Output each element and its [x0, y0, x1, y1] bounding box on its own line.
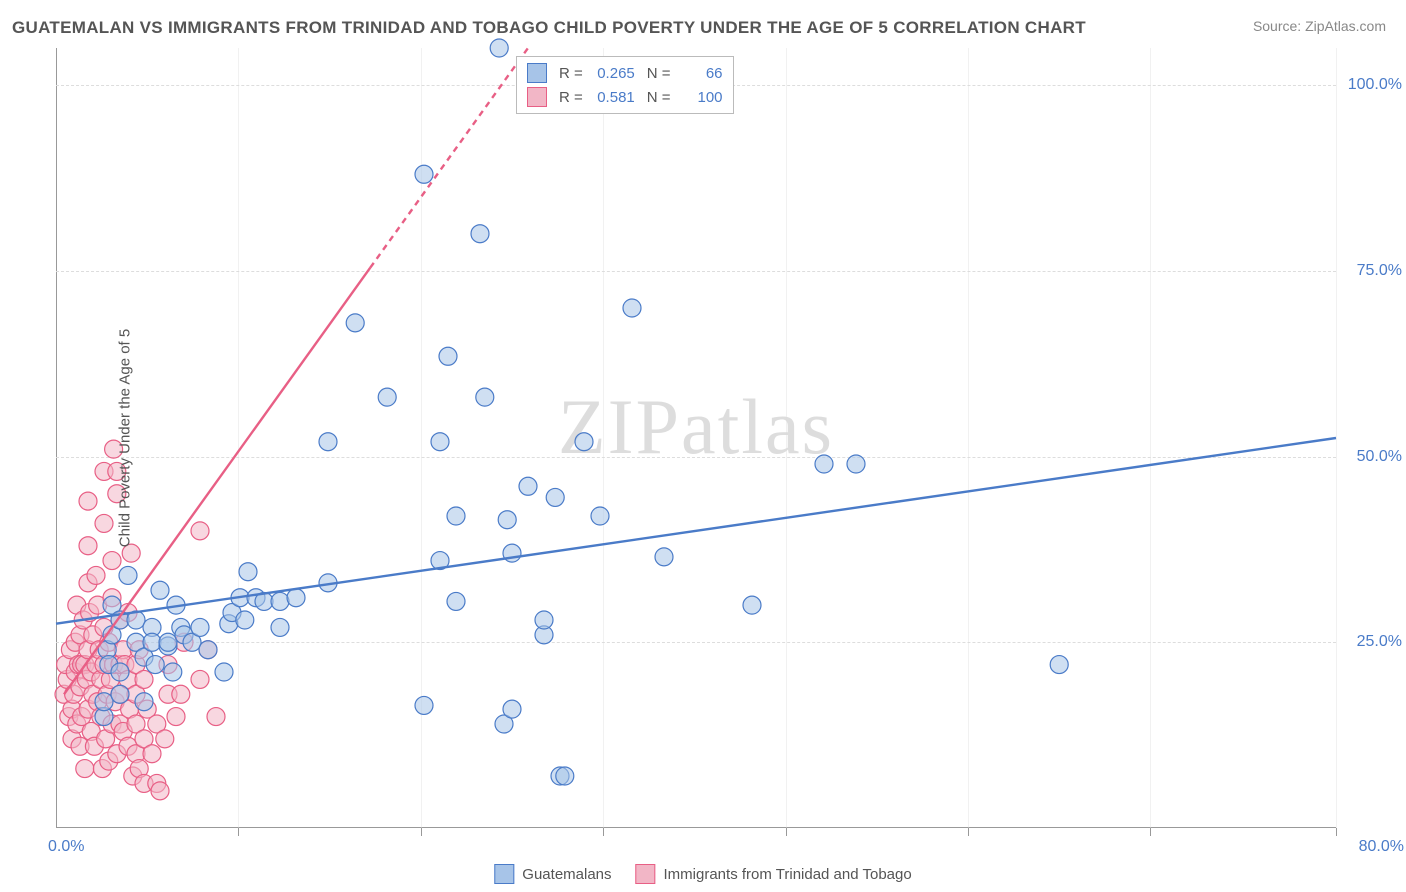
y-tick-label: 25.0% [1357, 633, 1402, 651]
swatch-series-1 [527, 63, 547, 83]
scatter-point [743, 596, 761, 614]
scatter-point [546, 488, 564, 506]
scatter-point [172, 685, 190, 703]
y-tick-label: 75.0% [1357, 262, 1402, 280]
scatter-point [87, 566, 105, 584]
scatter-point [76, 760, 94, 778]
r-label: R = [559, 65, 583, 82]
series-legend: Guatemalans Immigrants from Trinidad and… [494, 864, 911, 884]
scatter-point [591, 507, 609, 525]
y-tick-label: 100.0% [1348, 76, 1402, 94]
x-max-label: 80.0% [1359, 838, 1404, 856]
scatter-point [156, 730, 174, 748]
legend-item-2: Immigrants from Trinidad and Tobago [636, 864, 912, 884]
scatter-point [319, 433, 337, 451]
source-attribution: Source: ZipAtlas.com [1253, 18, 1386, 34]
scatter-point [815, 455, 833, 473]
scatter-point [415, 165, 433, 183]
stats-row-1: R = 0.265 N = 66 [527, 61, 723, 85]
scatter-point [191, 522, 209, 540]
scatter-point [207, 708, 225, 726]
n-label-2: N = [647, 89, 671, 106]
scatter-point [287, 589, 305, 607]
scatter-point [167, 708, 185, 726]
legend-label-2: Immigrants from Trinidad and Tobago [664, 866, 912, 883]
plot-area: ZIPatlas R = 0.265 N = 66 R = 0.581 N = … [56, 48, 1336, 828]
stats-legend-box: R = 0.265 N = 66 R = 0.581 N = 100 [516, 56, 734, 114]
scatter-point [103, 552, 121, 570]
scatter-point [490, 39, 508, 57]
scatter-point [655, 548, 673, 566]
legend-item-1: Guatemalans [494, 864, 611, 884]
y-tick-label: 50.0% [1357, 448, 1402, 466]
scatter-point [236, 611, 254, 629]
scatter-point [535, 611, 553, 629]
scatter-svg [56, 48, 1336, 828]
scatter-point [135, 693, 153, 711]
scatter-point [143, 633, 161, 651]
scatter-point [447, 592, 465, 610]
scatter-point [415, 696, 433, 714]
r-label-2: R = [559, 89, 583, 106]
scatter-point [159, 633, 177, 651]
scatter-point [95, 514, 113, 532]
n-value-1: 66 [679, 65, 723, 82]
scatter-point [79, 537, 97, 555]
stats-row-2: R = 0.581 N = 100 [527, 85, 723, 109]
scatter-point [239, 563, 257, 581]
scatter-point [79, 492, 97, 510]
n-value-2: 100 [679, 89, 723, 106]
scatter-point [476, 388, 494, 406]
scatter-point [271, 618, 289, 636]
swatch-series-2 [527, 87, 547, 107]
scatter-point [503, 700, 521, 718]
swatch-icon [494, 864, 514, 884]
scatter-point [847, 455, 865, 473]
chart-title: GUATEMALAN VS IMMIGRANTS FROM TRINIDAD A… [12, 18, 1086, 38]
scatter-point [199, 641, 217, 659]
scatter-point [271, 592, 289, 610]
scatter-point [111, 663, 129, 681]
y-axis-title: Child Poverty Under the Age of 5 [117, 329, 134, 547]
scatter-point [498, 511, 516, 529]
scatter-point [1050, 656, 1068, 674]
x-min-label: 0.0% [48, 838, 84, 856]
r-value-1: 0.265 [591, 65, 635, 82]
scatter-point [378, 388, 396, 406]
scatter-point [623, 299, 641, 317]
scatter-point [143, 745, 161, 763]
r-value-2: 0.581 [591, 89, 635, 106]
scatter-point [111, 685, 129, 703]
legend-label-1: Guatemalans [522, 866, 611, 883]
swatch-icon [636, 864, 656, 884]
scatter-point [95, 693, 113, 711]
chart-container: GUATEMALAN VS IMMIGRANTS FROM TRINIDAD A… [0, 0, 1406, 892]
scatter-point [164, 663, 182, 681]
scatter-point [431, 433, 449, 451]
scatter-point [151, 581, 169, 599]
scatter-point [575, 433, 593, 451]
scatter-point [439, 347, 457, 365]
scatter-point [191, 670, 209, 688]
scatter-point [346, 314, 364, 332]
scatter-point [119, 566, 137, 584]
scatter-point [146, 656, 164, 674]
scatter-point [151, 782, 169, 800]
scatter-point [556, 767, 574, 785]
n-label: N = [647, 65, 671, 82]
scatter-point [447, 507, 465, 525]
scatter-point [135, 670, 153, 688]
scatter-point [471, 225, 489, 243]
scatter-point [215, 663, 233, 681]
scatter-point [191, 618, 209, 636]
scatter-point [519, 477, 537, 495]
